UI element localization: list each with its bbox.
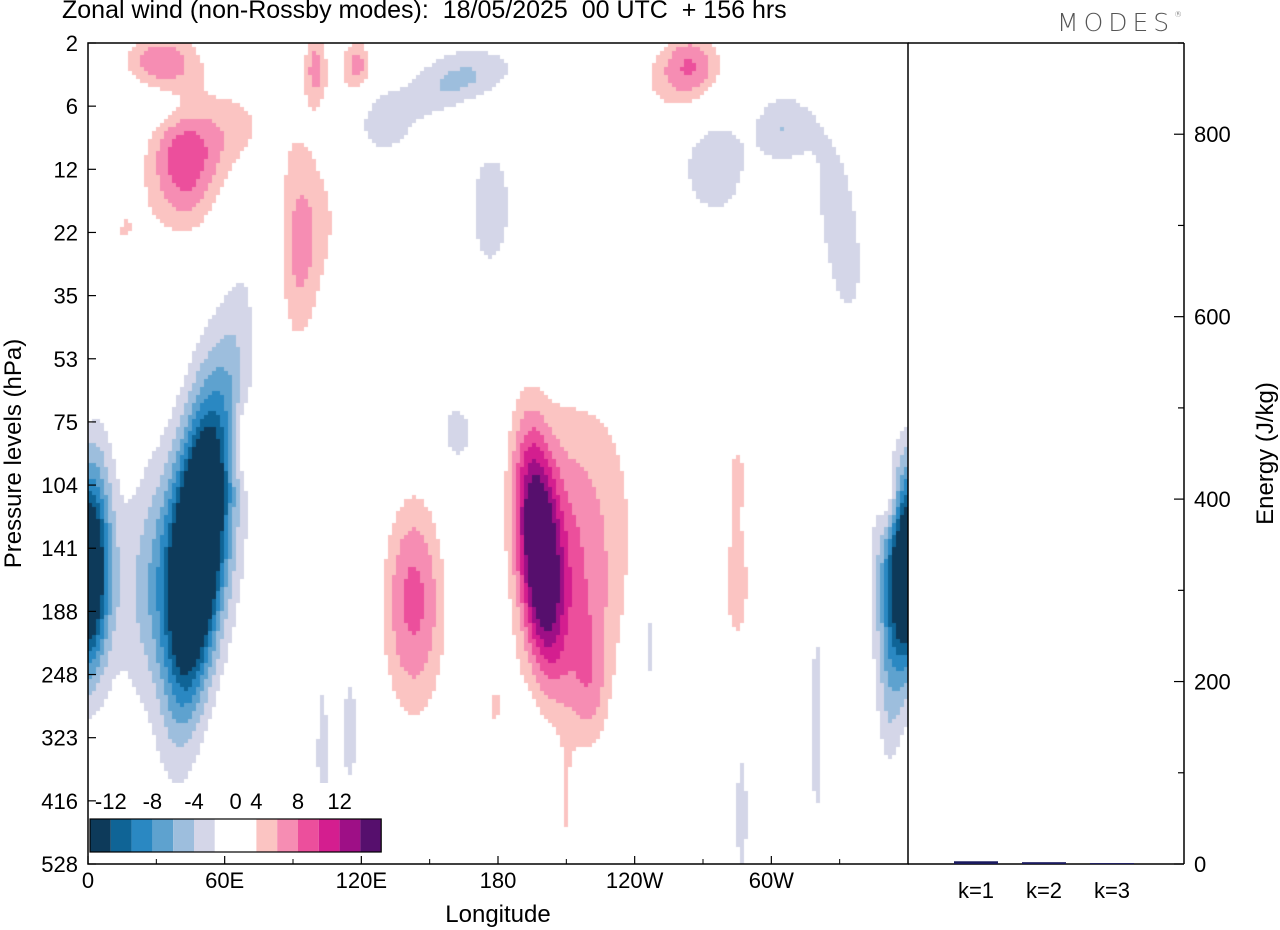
colorbar-segment xyxy=(90,819,111,852)
registered-mark: ® xyxy=(1174,10,1183,19)
y-tick-label: 53 xyxy=(54,347,78,372)
x-tick-label: 0 xyxy=(82,868,94,893)
y-tick-label: 323 xyxy=(41,726,78,751)
x-tick-label: 120W xyxy=(606,868,664,893)
energy-bar-chart: 0 200 400 600 800 Energy (J/kg) k=1 k=2 k=3 xyxy=(908,42,1279,903)
heatmap-area xyxy=(88,43,908,864)
energy-tick-label: 0 xyxy=(1194,852,1206,877)
colorbar-segment xyxy=(277,819,298,852)
x-axis-title: Longitude xyxy=(445,901,550,928)
energy-tick-label: 600 xyxy=(1194,305,1231,330)
x-tick-label: 60E xyxy=(205,868,244,893)
x-tick-label: 60W xyxy=(749,868,794,893)
y-tick-label: 248 xyxy=(41,663,78,688)
colorbar: -12 -8 -4 0 4 8 12 xyxy=(88,783,384,856)
colorbar-tick-label: -8 xyxy=(143,789,163,814)
energy-tick-label: 400 xyxy=(1194,487,1231,512)
colorbar-segment xyxy=(235,819,257,852)
y-tick-label: 35 xyxy=(54,284,78,309)
energy-bar xyxy=(1090,863,1134,865)
y-tick-label: 2 xyxy=(66,31,78,56)
energy-bar xyxy=(1022,862,1066,864)
y-tick-label: 188 xyxy=(41,599,78,624)
colorbar-segment xyxy=(152,819,174,852)
energy-tick-label: 200 xyxy=(1194,670,1231,695)
colorbar-tick-label: -12 xyxy=(95,789,127,814)
energy-bar xyxy=(954,861,998,864)
colorbar-segment xyxy=(194,819,215,852)
colorbar-segment xyxy=(360,819,382,852)
colorbar-tick-label: 0 xyxy=(229,789,241,814)
energy-category-label: k=2 xyxy=(1026,878,1062,903)
colorbar-segment xyxy=(318,819,340,852)
colorbar-segment xyxy=(110,819,132,852)
colorbar-tick-label: 4 xyxy=(250,789,262,814)
energy-tick-label: 800 xyxy=(1194,122,1231,147)
energy-category-label: k=3 xyxy=(1094,878,1130,903)
modes-logo: MODES® xyxy=(1057,8,1182,37)
colorbar-segment xyxy=(256,819,278,852)
energy-category-label: k=1 xyxy=(958,878,994,903)
x-tick-label: 180 xyxy=(480,868,517,893)
y-tick-label: 6 xyxy=(66,94,78,119)
colorbar-tick-label: -4 xyxy=(184,789,204,814)
x-tick-label: 120E xyxy=(336,868,387,893)
y-tick-label: 75 xyxy=(54,410,78,435)
colorbar-segment xyxy=(339,819,361,852)
colorbar-segment xyxy=(298,819,319,852)
energy-axis-title: Energy (J/kg) xyxy=(1252,382,1279,525)
y-tick-label: 104 xyxy=(41,473,78,498)
colorbar-outline xyxy=(89,818,382,853)
colorbar-tick-label: 12 xyxy=(327,789,351,814)
y-tick-label: 141 xyxy=(41,536,78,561)
colorbar-segment xyxy=(131,819,153,852)
chart-title: Zonal wind (non-Rossby modes): 18/05/202… xyxy=(62,0,787,24)
logo-text: MODES xyxy=(1057,8,1175,37)
y-tick-label: 12 xyxy=(54,157,78,182)
heatmap-field xyxy=(88,43,908,864)
y-tick-label: 528 xyxy=(41,852,78,877)
colorbar-tick-label: 8 xyxy=(292,789,304,814)
y-tick-label: 22 xyxy=(54,220,78,245)
y-tick-label: 416 xyxy=(41,789,78,814)
colorbar-segment xyxy=(173,819,194,852)
y-axis-title: Pressure levels (hPa) xyxy=(0,339,27,568)
colorbar-segment xyxy=(214,819,236,852)
